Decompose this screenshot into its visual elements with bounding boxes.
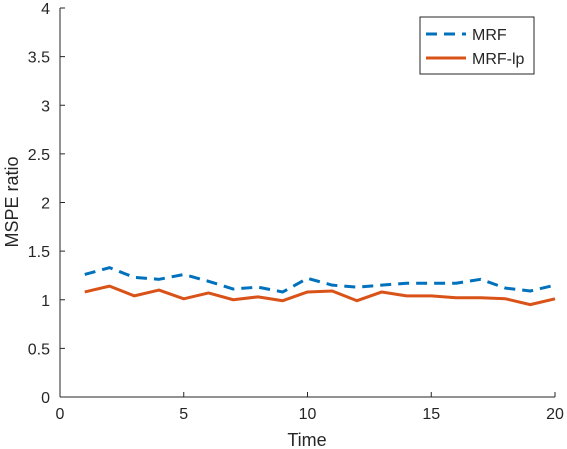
y-tick-label: 4 xyxy=(41,1,50,18)
x-tick-label: 5 xyxy=(179,406,188,423)
y-tick-label: 2.5 xyxy=(28,147,50,164)
y-tick-label: 1.5 xyxy=(28,244,50,261)
y-tick-label: 1 xyxy=(41,293,50,310)
legend-label: MRF xyxy=(472,27,507,44)
legend-box xyxy=(419,16,535,75)
series-line-mrf xyxy=(84,266,556,294)
y-tick-label: 0 xyxy=(41,390,50,407)
x-tick-label: 15 xyxy=(422,406,440,423)
x-tick-label: 10 xyxy=(299,406,317,423)
y-tick-label: 3 xyxy=(41,98,50,115)
series-layer xyxy=(84,266,556,307)
axes: 0 5 10 15 20 0 0.5 1 1.5 2 2.5 3 3.5 4 xyxy=(28,1,564,423)
y-tick-label: 2 xyxy=(41,196,50,213)
x-tick-label: 0 xyxy=(56,406,65,423)
x-axis-label: Time xyxy=(287,430,326,449)
y-tick-label: 3.5 xyxy=(28,50,50,67)
legend-label: MRF-lp xyxy=(472,51,525,68)
x-tick-label: 20 xyxy=(546,406,564,423)
legend: MRF MRF-lp xyxy=(419,16,535,75)
y-axis-label: MSPE ratio xyxy=(2,156,22,247)
y-tick-label: 0.5 xyxy=(28,341,50,358)
series-line-mrf-lp xyxy=(84,284,556,307)
